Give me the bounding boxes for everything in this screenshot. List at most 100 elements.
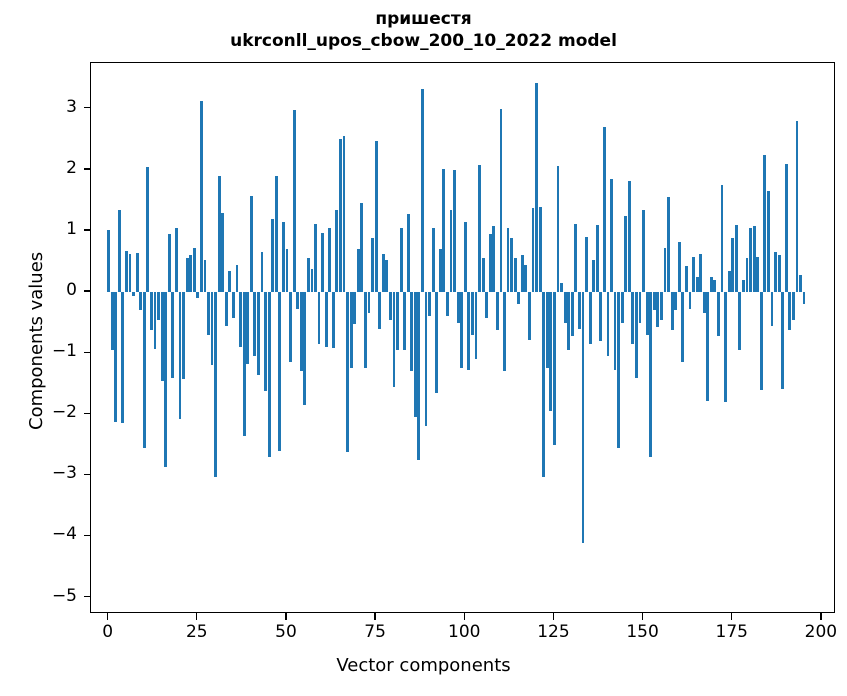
x-tick-label: 200 bbox=[804, 622, 838, 642]
bar bbox=[481, 258, 485, 293]
bar bbox=[802, 292, 806, 305]
x-tick-mark bbox=[285, 613, 287, 620]
bar bbox=[485, 292, 489, 318]
bar bbox=[567, 292, 571, 351]
bar bbox=[642, 209, 645, 293]
bar bbox=[706, 292, 710, 401]
bar bbox=[117, 210, 121, 293]
x-tick-label: 100 bbox=[448, 622, 481, 642]
y-tick-mark bbox=[83, 168, 90, 170]
plot-axes bbox=[90, 62, 835, 613]
bar bbox=[246, 292, 250, 365]
bar bbox=[517, 292, 521, 305]
bar bbox=[588, 292, 592, 344]
bar bbox=[388, 292, 392, 320]
bar bbox=[467, 292, 471, 371]
bar bbox=[431, 227, 435, 293]
bar bbox=[171, 292, 175, 378]
bar bbox=[160, 292, 164, 381]
bar bbox=[399, 227, 403, 293]
bar bbox=[649, 292, 653, 457]
bar bbox=[132, 292, 136, 296]
bar bbox=[253, 292, 257, 357]
bar bbox=[635, 292, 638, 378]
x-tick-mark bbox=[107, 613, 109, 620]
bar bbox=[709, 276, 713, 293]
bar bbox=[624, 215, 628, 293]
bar bbox=[620, 292, 624, 323]
bar bbox=[495, 292, 499, 330]
y-tick-mark bbox=[83, 412, 90, 414]
y-tick-label: −3 bbox=[51, 463, 77, 484]
bar bbox=[449, 209, 453, 293]
bar bbox=[788, 292, 792, 330]
bar bbox=[524, 264, 528, 293]
x-tick-mark bbox=[196, 613, 198, 620]
bar bbox=[356, 249, 360, 293]
bar bbox=[592, 260, 596, 293]
bar bbox=[257, 292, 260, 375]
bar bbox=[617, 292, 621, 448]
bar bbox=[264, 292, 267, 392]
bar bbox=[602, 127, 606, 293]
bar bbox=[599, 292, 603, 341]
bar bbox=[374, 141, 378, 293]
bar bbox=[346, 292, 349, 453]
bar bbox=[424, 292, 428, 427]
bar bbox=[274, 176, 278, 293]
bar bbox=[125, 250, 128, 293]
bar bbox=[174, 227, 178, 293]
bar bbox=[314, 223, 317, 293]
bar bbox=[456, 292, 460, 323]
bar bbox=[453, 169, 456, 293]
bar bbox=[203, 260, 207, 293]
bar bbox=[392, 292, 396, 387]
bar bbox=[577, 292, 581, 329]
x-tick-label: 0 bbox=[102, 622, 114, 642]
bar bbox=[260, 252, 264, 293]
bar bbox=[535, 83, 539, 293]
x-tick-mark bbox=[463, 613, 465, 620]
y-tick-mark bbox=[83, 290, 90, 292]
x-tick-mark bbox=[820, 613, 822, 620]
bar bbox=[670, 292, 674, 330]
bar bbox=[463, 221, 467, 293]
bar bbox=[421, 88, 424, 293]
bar bbox=[720, 185, 724, 293]
bar bbox=[413, 292, 417, 418]
x-tick-label: 150 bbox=[626, 622, 659, 642]
bar bbox=[763, 154, 767, 293]
bar bbox=[684, 266, 688, 293]
bar bbox=[210, 292, 214, 366]
bar bbox=[339, 139, 342, 293]
bar bbox=[410, 292, 414, 372]
bar bbox=[189, 255, 193, 293]
bar bbox=[353, 292, 357, 324]
bar bbox=[791, 292, 795, 320]
x-axis-label: Vector components bbox=[336, 655, 511, 676]
bar bbox=[196, 292, 200, 299]
bar bbox=[702, 292, 706, 314]
bar bbox=[799, 274, 802, 293]
bar bbox=[784, 163, 788, 293]
bar bbox=[207, 292, 210, 335]
bar bbox=[135, 252, 139, 293]
bar bbox=[378, 292, 382, 329]
bar bbox=[221, 212, 225, 293]
bar bbox=[745, 258, 749, 293]
bar bbox=[506, 227, 510, 293]
bar bbox=[164, 292, 168, 468]
bar bbox=[167, 234, 171, 293]
bar bbox=[232, 292, 235, 318]
bar bbox=[563, 292, 567, 323]
bar bbox=[734, 224, 738, 293]
bar bbox=[146, 166, 150, 293]
bar bbox=[774, 252, 777, 293]
x-tick-label: 125 bbox=[537, 622, 570, 642]
bar bbox=[228, 270, 232, 293]
bar bbox=[214, 292, 218, 477]
bar bbox=[249, 196, 253, 293]
bar bbox=[285, 249, 289, 293]
bar bbox=[742, 279, 745, 293]
